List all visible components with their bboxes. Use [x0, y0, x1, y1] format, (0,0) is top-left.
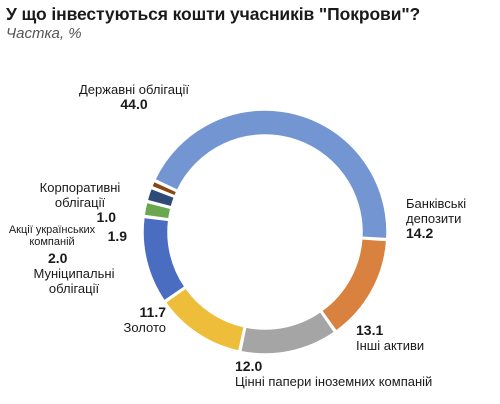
slice-tsinni [164, 286, 246, 353]
slice-value-bankivski: 14.2 [406, 225, 434, 241]
slice-label-inshi: Інші активи [356, 338, 425, 353]
slice-value-zoloto: 11.7 [139, 304, 166, 320]
slice-label-munitsypalni: Муніципальні облігації [33, 266, 115, 296]
slice-zoloto [142, 216, 186, 302]
slice-munitsypalni [143, 201, 172, 220]
label-zoloto: 11.7 Золото [86, 304, 166, 336]
slice-derzhavni [153, 109, 388, 240]
slice-label-korporatyvni: Корпоративні облігації [39, 180, 121, 210]
slice-label-derzhavni: Державні облігації [79, 82, 189, 97]
slice-label-bankivski: Банківські депозити [406, 196, 467, 226]
slice-korporatyvni [150, 180, 178, 197]
slice-aktsii [146, 187, 176, 208]
slice-value-derzhavni: 44.0 [120, 96, 148, 112]
label-munitsypalni: 2.0 Муніципальні облігації [22, 250, 126, 297]
label-derzhavni: Державні облігації 44.0 [54, 82, 214, 112]
slice-value-aktsii: 1.9 [107, 227, 128, 244]
label-tsinni: 12.0 Цінні папери іноземних компаній [235, 358, 475, 390]
slice-value-tsinni: 12.0 [235, 358, 263, 374]
chart-subtitle: Частка, % [6, 25, 82, 42]
label-inshi: 13.1 Інші активи [356, 322, 456, 354]
slice-inshi [239, 310, 336, 355]
slice-value-munitsypalni: 2.0 [48, 250, 68, 266]
label-korporatyvni: Корпоративні облігації 1.0 [32, 180, 128, 225]
label-aktsii: Акції українських компаній 1.9 [4, 224, 136, 248]
chart-title: У що інвестуються кошти учасників "Покро… [6, 4, 421, 24]
slice-label-zoloto: Золото [123, 320, 166, 335]
slice-label-aktsii: Акції українських компаній [8, 224, 96, 248]
slice-value-inshi: 13.1 [356, 322, 384, 338]
slice-label-tsinni: Цінні папери іноземних компаній [235, 374, 433, 389]
slice-value-korporatyvni: 1.0 [96, 209, 116, 225]
label-bankivski: Банківські депозити 14.2 [406, 196, 476, 241]
slice-bankivski [320, 237, 388, 333]
